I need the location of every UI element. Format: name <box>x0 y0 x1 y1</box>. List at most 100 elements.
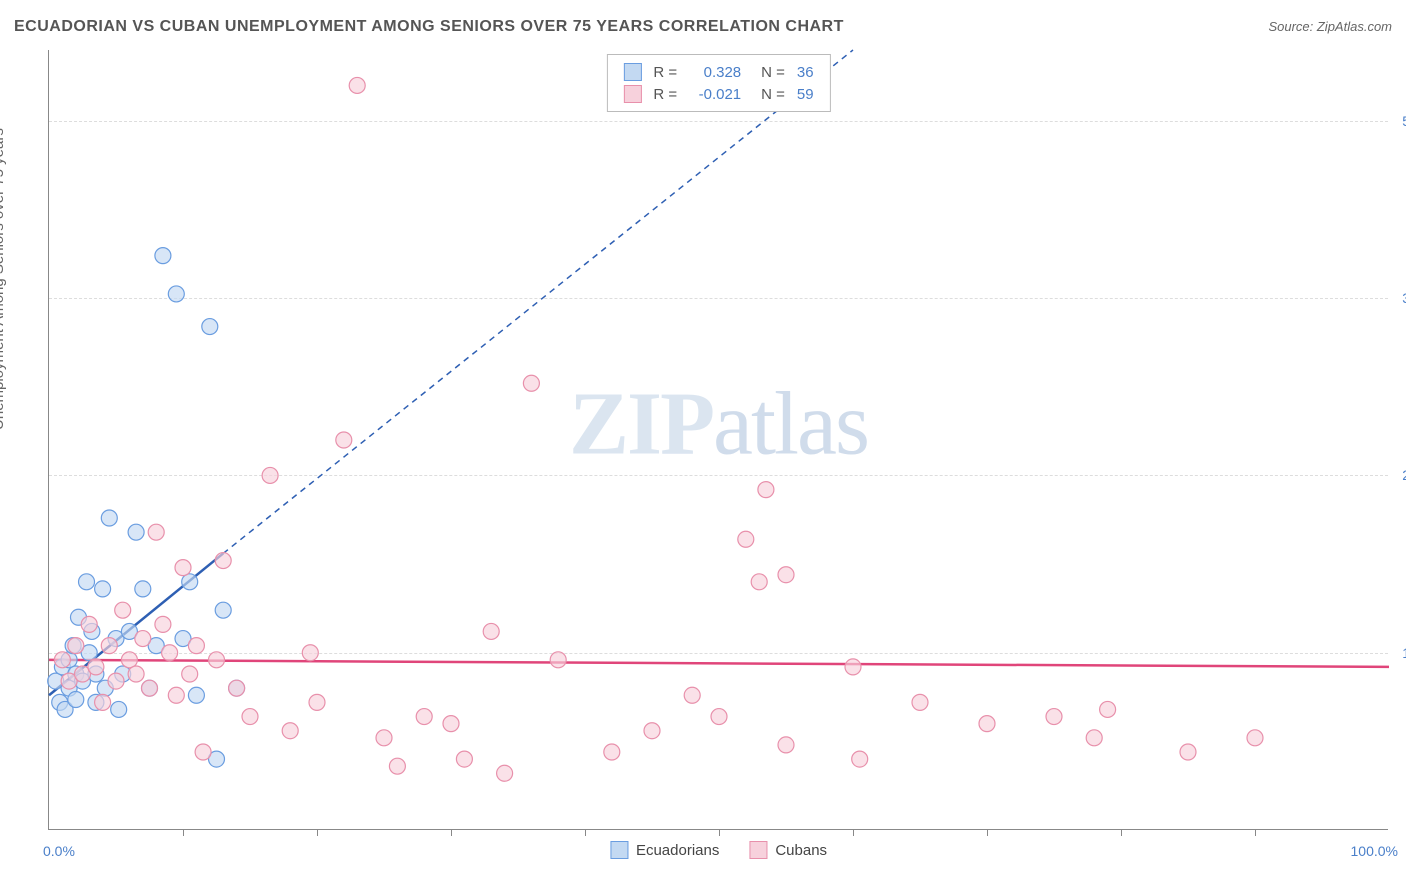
trend-line-dash <box>223 50 853 553</box>
data-point <box>604 744 620 760</box>
data-point <box>115 602 131 618</box>
data-point <box>979 716 995 732</box>
data-point <box>550 652 566 668</box>
data-point <box>282 723 298 739</box>
y-axis-label: Unemployment Among Seniors over 75 years <box>0 128 7 430</box>
data-point <box>135 581 151 597</box>
data-point <box>182 574 198 590</box>
correlation-row: R =-0.021N =59 <box>623 83 813 105</box>
y-tick-label: 12.5% <box>1402 645 1406 661</box>
data-point <box>121 652 137 668</box>
data-point <box>242 709 258 725</box>
data-point <box>711 709 727 725</box>
data-point <box>142 680 158 696</box>
x-tick <box>1121 829 1122 836</box>
x-max-label: 100.0% <box>1351 843 1398 859</box>
x-tick <box>853 829 854 836</box>
data-point <box>155 248 171 264</box>
data-point <box>95 581 111 597</box>
source-attribution: Source: ZipAtlas.com <box>1268 19 1392 34</box>
n-label: N = <box>761 64 785 81</box>
data-point <box>483 623 499 639</box>
series-legend: Ecuadorians Cubans <box>610 841 827 859</box>
data-point <box>108 673 124 689</box>
x-tick <box>317 829 318 836</box>
n-label: N = <box>761 86 785 103</box>
legend-swatch <box>749 841 767 859</box>
data-point <box>209 652 225 668</box>
r-label: R = <box>653 64 677 81</box>
title-bar: ECUADORIAN VS CUBAN UNEMPLOYMENT AMONG S… <box>14 18 1392 36</box>
r-label: R = <box>653 86 677 103</box>
data-point <box>309 694 325 710</box>
data-point <box>182 666 198 682</box>
data-point <box>302 645 318 661</box>
data-point <box>523 375 539 391</box>
legend-item: Ecuadorians <box>610 841 719 859</box>
data-point <box>101 510 117 526</box>
data-point <box>778 567 794 583</box>
data-point <box>95 694 111 710</box>
trend-line <box>49 660 1389 667</box>
data-point <box>54 652 70 668</box>
data-point <box>262 467 278 483</box>
data-point <box>376 730 392 746</box>
legend-item: Cubans <box>749 841 827 859</box>
chart-title: ECUADORIAN VS CUBAN UNEMPLOYMENT AMONG S… <box>14 18 844 36</box>
data-point <box>168 687 184 703</box>
legend-swatch <box>623 63 641 81</box>
scatter-svg <box>49 50 1388 829</box>
data-point <box>215 553 231 569</box>
data-point <box>751 574 767 590</box>
x-tick <box>183 829 184 836</box>
data-point <box>128 666 144 682</box>
data-point <box>778 737 794 753</box>
data-point <box>175 560 191 576</box>
legend-label: Cubans <box>775 842 827 859</box>
data-point <box>349 77 365 93</box>
data-point <box>416 709 432 725</box>
legend-label: Ecuadorians <box>636 842 719 859</box>
r-value: 0.328 <box>689 64 741 81</box>
correlation-legend: R =0.328N =36R =-0.021N =59 <box>606 54 830 112</box>
data-point <box>168 286 184 302</box>
data-point <box>111 701 127 717</box>
data-point <box>128 524 144 540</box>
data-point <box>852 751 868 767</box>
data-point <box>1247 730 1263 746</box>
n-value: 59 <box>797 86 814 103</box>
data-point <box>88 659 104 675</box>
x-tick <box>719 829 720 836</box>
data-point <box>456 751 472 767</box>
data-point <box>389 758 405 774</box>
data-point <box>644 723 660 739</box>
plot-area: ZIPatlas 12.5%25.0%37.5%50.0% R =0.328N … <box>48 50 1388 830</box>
data-point <box>738 531 754 547</box>
data-point <box>215 602 231 618</box>
data-point <box>101 638 117 654</box>
data-point <box>912 694 928 710</box>
data-point <box>1180 744 1196 760</box>
legend-swatch <box>623 85 641 103</box>
y-tick-label: 50.0% <box>1402 113 1406 129</box>
data-point <box>229 680 245 696</box>
data-point <box>155 616 171 632</box>
data-point <box>148 524 164 540</box>
x-min-label: 0.0% <box>43 843 75 859</box>
data-point <box>188 638 204 654</box>
data-point <box>443 716 459 732</box>
data-point <box>1046 709 1062 725</box>
data-point <box>162 645 178 661</box>
x-tick <box>987 829 988 836</box>
data-point <box>336 432 352 448</box>
data-point <box>497 765 513 781</box>
data-point <box>1100 701 1116 717</box>
legend-swatch <box>610 841 628 859</box>
y-tick-label: 37.5% <box>1402 290 1406 306</box>
n-value: 36 <box>797 64 814 81</box>
correlation-row: R = 0.328 N = 36 <box>623 61 813 83</box>
data-point <box>845 659 861 675</box>
data-point <box>195 744 211 760</box>
data-point <box>202 319 218 335</box>
x-tick <box>1255 829 1256 836</box>
